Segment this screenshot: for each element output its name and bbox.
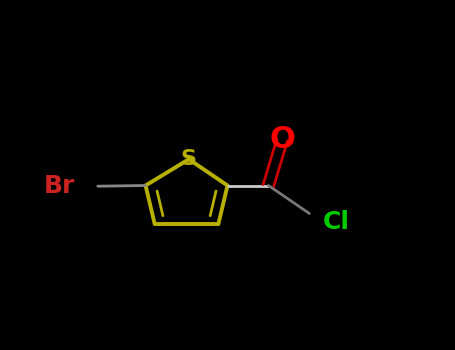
- Text: Cl: Cl: [323, 210, 350, 234]
- Text: O: O: [269, 126, 295, 154]
- Text: S: S: [181, 149, 197, 169]
- Text: Br: Br: [44, 174, 75, 198]
